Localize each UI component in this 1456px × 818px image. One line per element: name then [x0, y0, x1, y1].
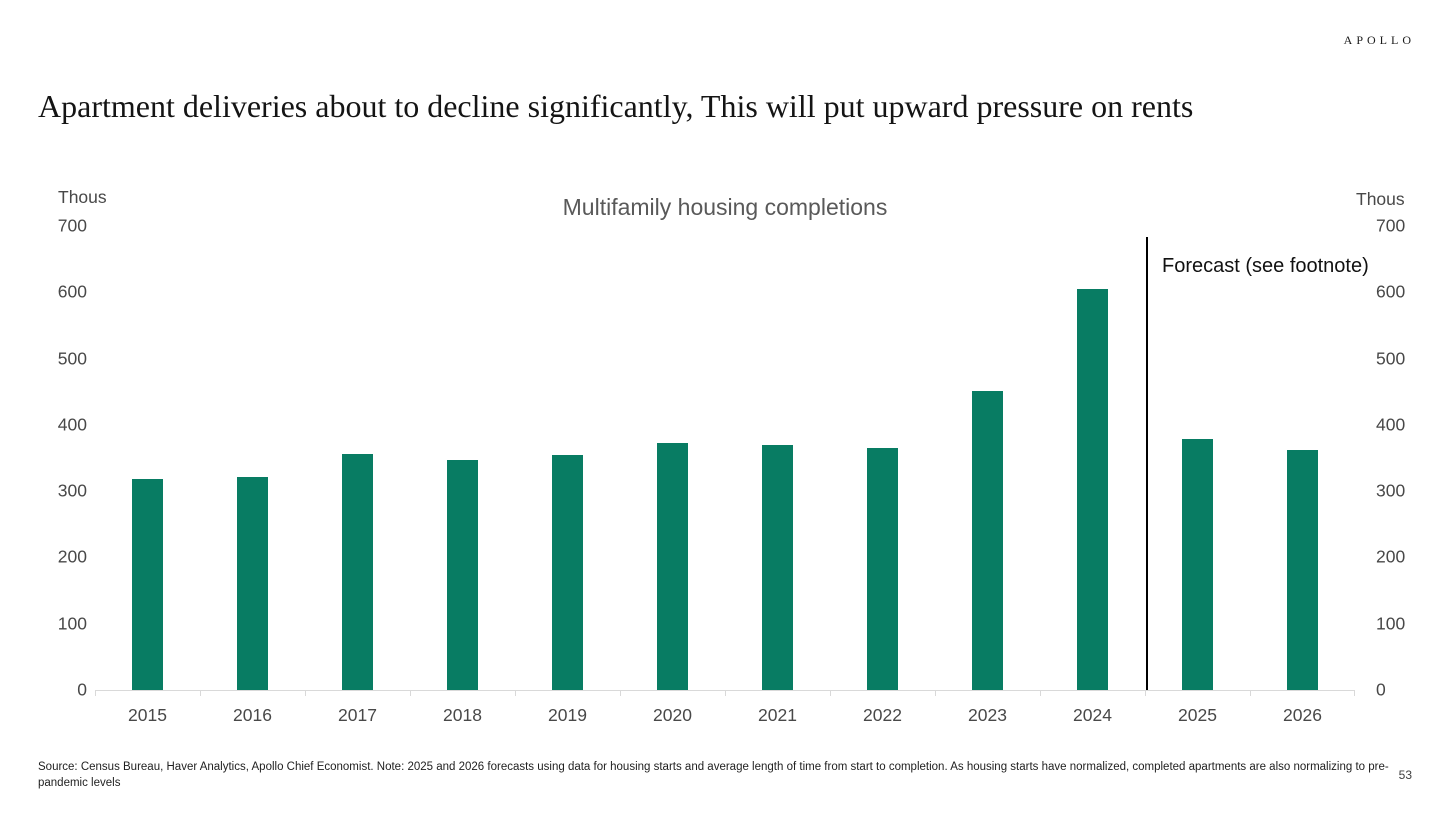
bar-2015: [132, 479, 163, 690]
bar-2022: [867, 448, 898, 690]
x-axis-tick: [1040, 690, 1041, 696]
bar-2020: [657, 443, 688, 690]
bar-slot-2019: [515, 226, 620, 690]
bar-slot-2021: [725, 226, 830, 690]
y-axis-right-tick-label-300: 300: [1376, 480, 1406, 501]
x-axis-tick: [95, 690, 96, 696]
y-axis-left-tick-label-600: 600: [57, 281, 87, 302]
bar-2016: [237, 476, 268, 690]
x-axis-tick: [410, 690, 411, 696]
bar-2024: [1077, 288, 1108, 690]
y-axis-left-tick-label-200: 200: [57, 546, 87, 567]
bar-slot-2020: [620, 226, 725, 690]
x-tick-label-2025: 2025: [1178, 705, 1217, 725]
x-axis-tick: [1250, 690, 1251, 696]
x-tick-label-2021: 2021: [758, 705, 797, 725]
x-axis-labels: 2015 2016 2017 2018 2019 2020 2021 2022 2023 2024…: [95, 705, 1355, 726]
y-axis-left-tick-label-0: 0: [77, 679, 87, 700]
y-axis-left-tick-label-300: 300: [57, 480, 87, 501]
bar-2018: [447, 460, 478, 690]
y-axis-right: 700 600 500 400 300 200 100 0: [1376, 217, 1436, 698]
y-axis-right-tick-label-200: 200: [1376, 546, 1406, 567]
bar-slot-2025: [1145, 226, 1250, 690]
x-tick-label-2016: 2016: [233, 705, 272, 725]
y-axis-right-tick-label-400: 400: [1376, 414, 1406, 435]
bar-2017: [342, 454, 373, 690]
x-axis-tick: [304, 690, 306, 696]
x-tick-label-2020: 2020: [653, 705, 692, 725]
x-axis-tick: [1145, 690, 1146, 696]
page-number: 53: [1398, 768, 1412, 782]
x-axis-tick: [620, 690, 621, 696]
x-tick-label-2026: 2026: [1283, 705, 1322, 725]
y-axis-left-tick-label-700: 700: [57, 215, 87, 236]
bar-slot-2018: [410, 226, 515, 690]
bar-2019: [552, 454, 583, 690]
y-axis-right-tick-label-600: 600: [1376, 281, 1406, 302]
bar-slot-2015: [95, 226, 200, 690]
x-axis-tick: [934, 690, 936, 696]
bar-slot-2026: [1250, 226, 1355, 690]
y-axis-right-tick-label-100: 100: [1376, 612, 1406, 633]
x-tick-label-2017: 2017: [338, 705, 377, 725]
y-axis-right-tick-label-700: 700: [1376, 215, 1406, 236]
x-axis-tick: [830, 690, 831, 696]
y-axis-unit-right: Thous: [1356, 189, 1405, 209]
bar-2025: [1182, 439, 1213, 690]
x-tick-label-2024: 2024: [1073, 705, 1112, 725]
x-axis-tick: [199, 690, 201, 696]
x-axis-tick: [1354, 690, 1355, 696]
bar-slot-2023: [935, 226, 1040, 690]
x-tick-label-2023: 2023: [968, 705, 1007, 725]
y-axis-left-tick-label-100: 100: [57, 612, 87, 633]
chart-title: Multifamily housing completions: [562, 194, 888, 220]
plot-area: [95, 226, 1355, 696]
x-tick-label-2022: 2022: [863, 705, 902, 725]
y-axis-left: 700 600 500 400 300 200 100 0: [0, 217, 87, 698]
x-tick-label-2018: 2018: [443, 705, 482, 725]
apollo-logo: APOLLO: [1343, 33, 1415, 47]
x-tick-label-2015: 2015: [128, 705, 167, 725]
y-axis-right-tick-label-0: 0: [1376, 679, 1386, 700]
bar-slot-2024: [1040, 226, 1145, 690]
page-title: Apartment deliveries about to decline si…: [38, 88, 1194, 125]
footer-source: Source: Census Bureau, Haver Analytics, …: [38, 761, 1389, 789]
x-axis-tick: [725, 690, 726, 696]
x-tick-label-2019: 2019: [548, 705, 587, 725]
bar-slot-2016: [200, 226, 305, 690]
bar-slot-2022: [830, 226, 935, 690]
bar-2026: [1287, 450, 1318, 690]
x-axis-tick: [514, 690, 516, 696]
bar-2023: [972, 391, 1003, 690]
forecast-divider-line: [1146, 237, 1148, 690]
y-axis-left-tick-label-500: 500: [57, 347, 87, 368]
bar-slot-2017: [305, 226, 410, 690]
forecast-label: Forecast (see footnote): [1162, 255, 1369, 277]
y-axis-right-tick-label-500: 500: [1376, 347, 1406, 368]
bar-2021: [762, 444, 793, 690]
y-axis-unit-left: Thous: [58, 187, 107, 207]
y-axis-left-tick-label-400: 400: [57, 414, 87, 435]
